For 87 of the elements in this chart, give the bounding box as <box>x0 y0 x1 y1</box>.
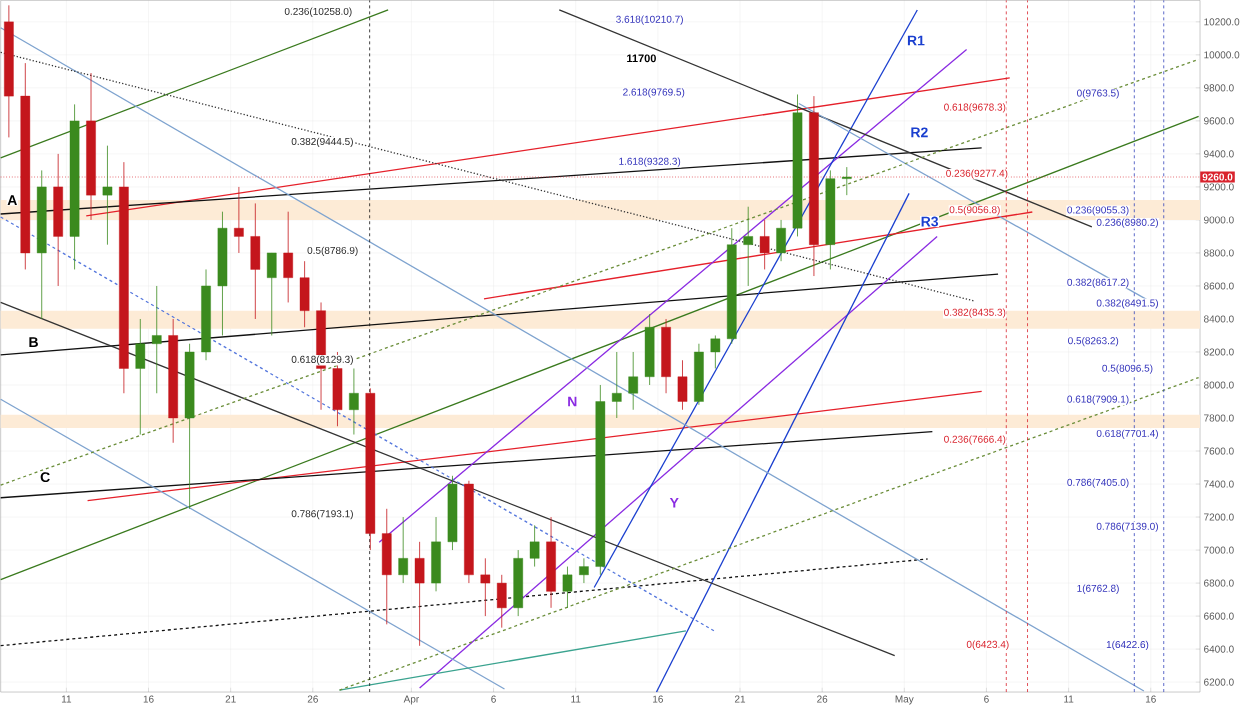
annotation: 0.382(9444.5) <box>291 137 353 147</box>
annotation: 0.618(8129.3) <box>291 355 353 365</box>
annotation: 0.618(7701.4) <box>1096 429 1158 439</box>
annotation: 0.236(8980.2) <box>1096 218 1158 228</box>
candlestick <box>151 285 162 394</box>
y-tick-label: 10200.0 <box>1204 18 1240 26</box>
annotation: 0(9763.5) <box>1077 89 1119 99</box>
annotation: R1 <box>907 35 925 46</box>
annotation: 0.236(10258.0) <box>284 7 352 17</box>
annotation: 0(6423.4) <box>966 640 1009 650</box>
y-tick-label: 9000.0 <box>1204 216 1234 224</box>
annotation: 0.786(7139.0) <box>1096 522 1158 532</box>
y-tick-label: 9800.0 <box>1204 84 1234 92</box>
annotation: 0.382(8617.2) <box>1067 278 1129 288</box>
x-tick-label: 16 <box>1145 695 1156 703</box>
annotation: R3 <box>921 216 939 227</box>
y-tick-label: 10000.0 <box>1204 51 1240 59</box>
annotation: 0.618(9678.3) <box>944 103 1006 113</box>
y-tick-label: 6400.0 <box>1204 645 1234 653</box>
y-tick-label: 7200.0 <box>1204 513 1234 521</box>
y-tick-label: 6800.0 <box>1204 579 1234 587</box>
candlestick <box>743 206 754 287</box>
y-tick-label: 7600.0 <box>1204 447 1234 455</box>
y-tick-label: 8600.0 <box>1204 282 1234 290</box>
y-tick-label: 9400.0 <box>1204 150 1234 158</box>
annotation: 1(6762.8) <box>1077 584 1119 594</box>
annotation: 2.618(9769.5) <box>623 88 685 98</box>
x-tick-label: 11 <box>1064 695 1074 703</box>
annotation: Y <box>669 497 679 508</box>
annotation: B <box>29 337 38 347</box>
y-tick-label: 7000.0 <box>1204 546 1234 554</box>
y-tick-label: 8400.0 <box>1204 315 1234 323</box>
annotation: 1(6422.6) <box>1106 640 1149 651</box>
annotation: 0.236(7666.4) <box>944 435 1006 445</box>
x-tick-label: 6 <box>984 695 989 703</box>
x-tick-label: 26 <box>817 695 828 703</box>
candlestick <box>529 524 540 567</box>
annotation: 0.5(8786.9) <box>307 246 358 256</box>
annotation: 1.618(9328.3) <box>619 157 681 167</box>
candlestick <box>710 335 721 369</box>
annotation: N <box>568 396 577 407</box>
x-tick-label: May <box>895 695 914 705</box>
x-tick-label: 6 <box>491 695 496 703</box>
candlestick <box>562 566 573 609</box>
ref-line-label: 9260.0 <box>1202 173 1233 181</box>
x-tick-label: 21 <box>734 695 746 703</box>
annotation: 0.5(8263.2) <box>1068 336 1119 347</box>
x-tick-label: 11 <box>61 695 72 703</box>
y-tick-label: 6600.0 <box>1204 612 1234 620</box>
candlestick <box>841 166 852 196</box>
x-tick-label: 11 <box>571 695 581 703</box>
annotation: A <box>7 195 17 205</box>
y-tick-label: 8000.0 <box>1204 381 1234 389</box>
y-tick-label: 7800.0 <box>1204 414 1234 422</box>
x-tick-label: 16 <box>653 695 663 703</box>
annotation: R2 <box>911 127 928 138</box>
annotation: 3.618(10210.7) <box>616 15 683 25</box>
annotation: 0.382(8435.3) <box>944 308 1006 318</box>
candlestick <box>349 368 359 435</box>
candlestick <box>611 351 622 419</box>
candlestick <box>480 557 491 617</box>
candlestick <box>579 557 589 584</box>
annotation: C <box>40 472 50 483</box>
candlestick <box>628 351 638 411</box>
y-tick-label: 9200.0 <box>1204 183 1234 191</box>
x-tick-label: 16 <box>143 695 154 703</box>
candlestick <box>759 219 770 270</box>
annotation: 11700 <box>627 54 656 63</box>
annotation: 0.786(7193.1) <box>291 509 353 520</box>
annotation: 0.5(8096.5) <box>1102 364 1153 374</box>
annotation: 0.5(9056.8) <box>949 205 1000 216</box>
y-tick-label: 7400.0 <box>1204 480 1234 488</box>
y-tick-label: 8800.0 <box>1204 249 1234 257</box>
annotation: 0.236(9055.3) <box>1067 206 1129 216</box>
x-tick-label: 21 <box>225 695 236 703</box>
annotation: 0.786(7405.0) <box>1067 478 1129 488</box>
annotation: 0.382(8491.5) <box>1096 299 1158 309</box>
candlestick <box>102 145 113 246</box>
candlestick <box>398 516 408 584</box>
x-tick-label: 26 <box>307 695 318 703</box>
y-tick-label: 9600.0 <box>1204 117 1234 125</box>
candlestick <box>234 186 244 254</box>
x-tick-label: Apr <box>403 695 420 705</box>
y-tick-label: 6200.0 <box>1204 678 1234 686</box>
y-tick-label: 8200.0 <box>1204 348 1234 356</box>
annotation: 0.618(7909.1) <box>1067 395 1129 405</box>
annotation: 0.236(9277.4) <box>946 169 1008 179</box>
